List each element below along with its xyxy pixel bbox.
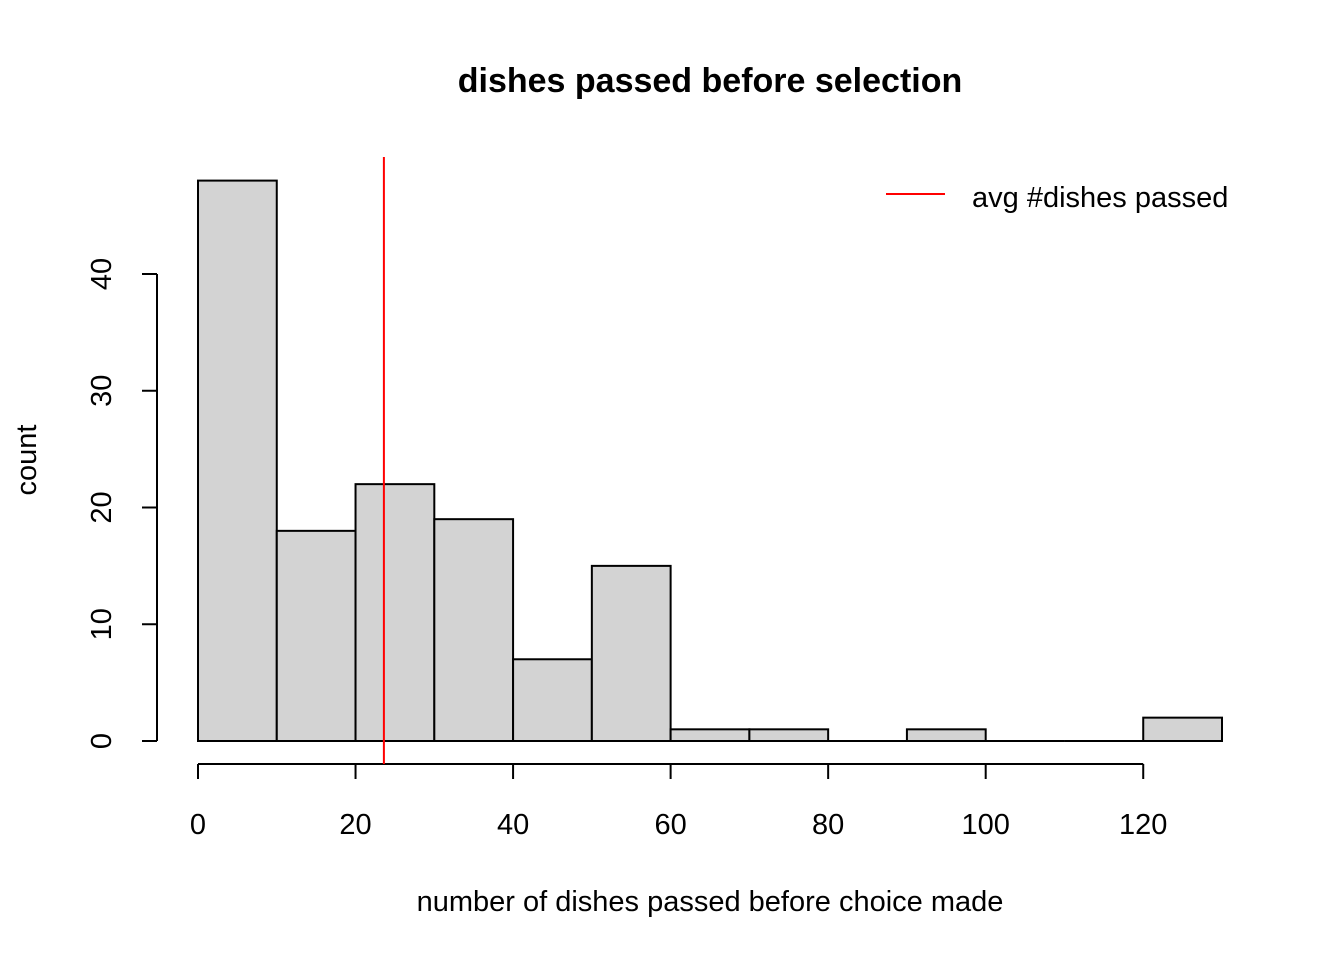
histogram-bar: [1142, 716, 1223, 743]
y-axis-label: count: [11, 425, 43, 496]
y-axis: 0 10 20 30 40: [86, 258, 158, 749]
histogram-bar: [590, 564, 672, 742]
x-tick-label: 80: [812, 809, 844, 841]
x-axis: 0 20 40 60 80 100 120: [190, 763, 1167, 841]
histogram-bar: [905, 728, 987, 743]
x-tick-label: 60: [654, 809, 686, 841]
histogram-bar: [275, 529, 357, 742]
x-tick-label: 0: [190, 809, 206, 841]
histogram-bar: [354, 483, 436, 742]
y-tick-label: 30: [86, 375, 118, 407]
y-tick-label: 20: [86, 491, 118, 523]
bars-group: [197, 179, 1223, 743]
histogram-bar: [748, 728, 830, 743]
x-axis-label: number of dishes passed before choice ma…: [417, 886, 1004, 918]
chart-title: dishes passed before selection: [458, 62, 963, 100]
y-tick-label: 10: [86, 608, 118, 640]
histogram-bar: [433, 518, 515, 742]
histogram-bar: [197, 179, 278, 743]
x-tick-label: 20: [339, 809, 371, 841]
legend-label: avg #dishes passed: [972, 182, 1228, 214]
y-tick-label: 0: [86, 733, 118, 749]
legend: avg #dishes passed: [886, 182, 1228, 214]
x-tick-label: 100: [961, 809, 1009, 841]
histogram-bar: [669, 728, 751, 743]
x-tick-label: 40: [497, 809, 529, 841]
y-tick-label: 40: [86, 258, 118, 290]
histogram-bar: [512, 658, 593, 743]
x-tick-label: 120: [1119, 809, 1167, 841]
